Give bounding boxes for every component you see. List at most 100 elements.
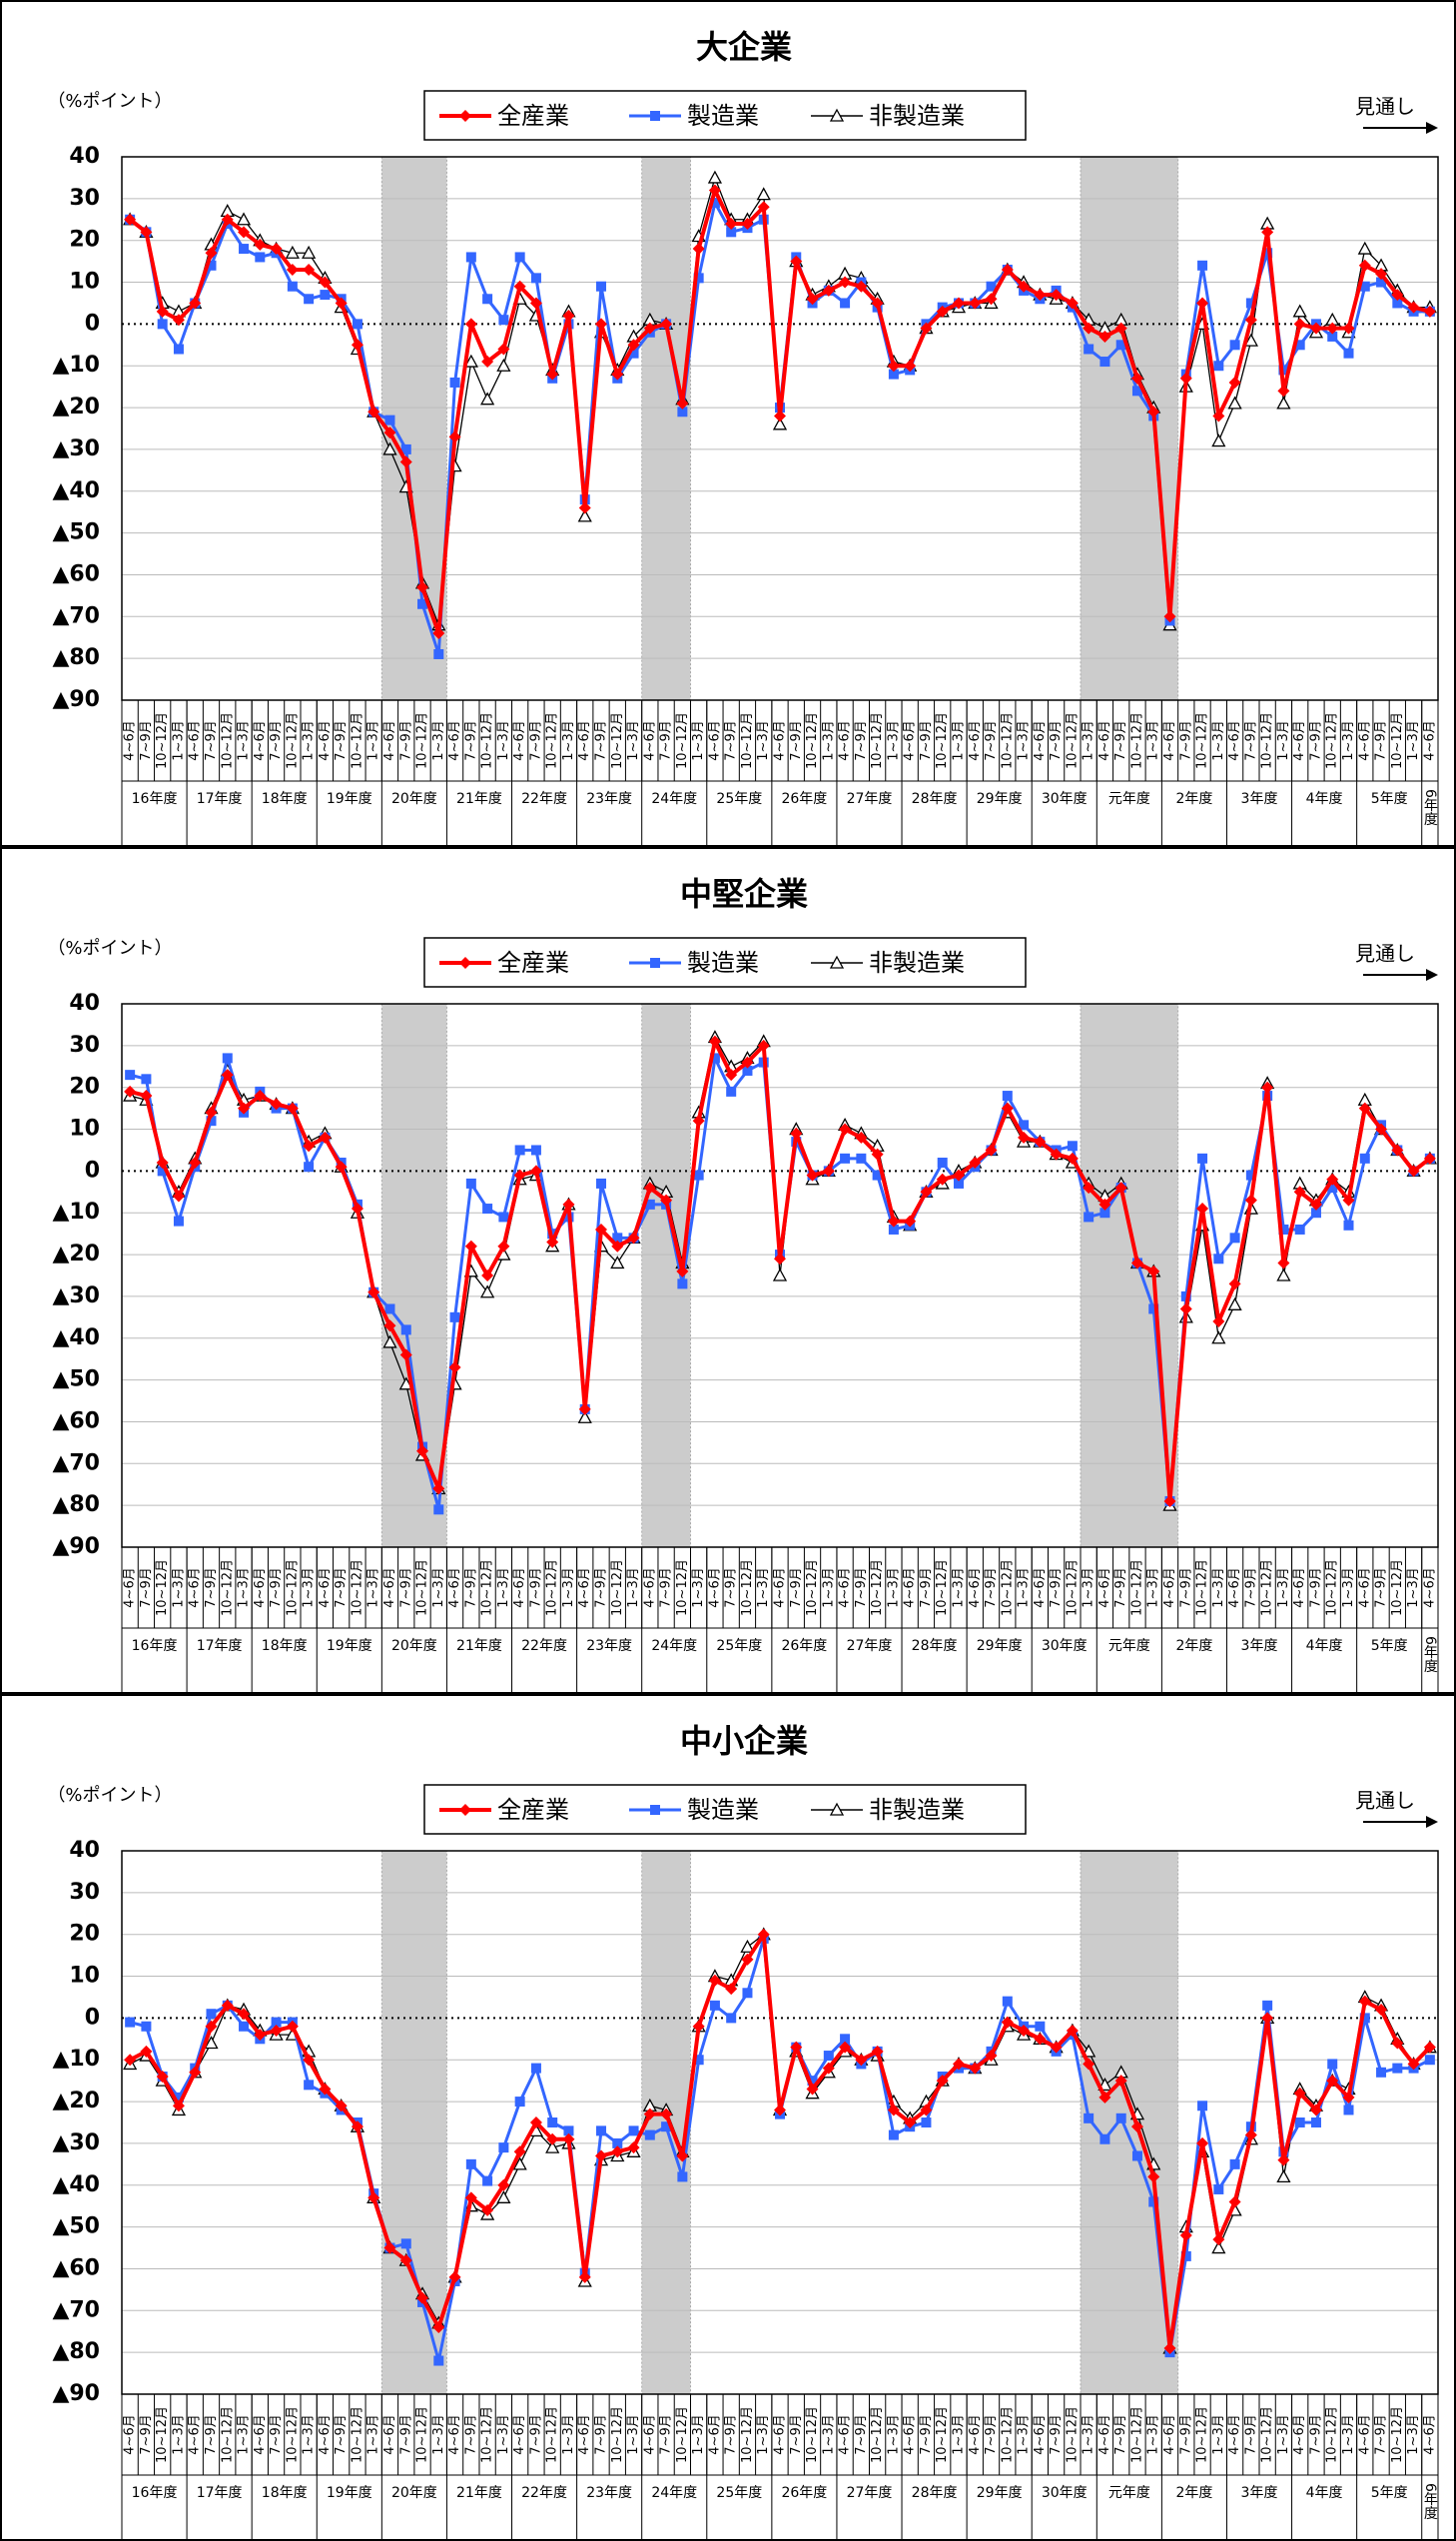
marker-diamond xyxy=(578,1402,591,1415)
x-tick-label: 4~6月 xyxy=(447,2414,462,2454)
marker-diamond xyxy=(1293,1186,1306,1199)
x-tick-label: 10~12月 xyxy=(1129,2406,1144,2463)
x-tick-label: 10~12月 xyxy=(675,712,690,769)
group-label: 25年度 xyxy=(716,1638,762,1654)
x-tick-label: 10~12月 xyxy=(155,712,170,769)
marker-diamond xyxy=(1277,385,1290,398)
x-tick-label: 7~9月 xyxy=(919,720,934,760)
x-tick-label: 1~3月 xyxy=(951,2414,966,2454)
marker-square xyxy=(304,2080,315,2091)
x-tick-label: 10~12月 xyxy=(1390,1559,1405,1616)
marker-diamond xyxy=(806,293,819,306)
marker-diamond xyxy=(676,1265,689,1277)
marker-diamond xyxy=(1147,2170,1160,2183)
y-tick-label: 0 xyxy=(85,1158,100,1183)
marker-diamond xyxy=(969,2062,982,2075)
marker-diamond xyxy=(497,2178,510,2191)
x-tick-label: 1~3月 xyxy=(1146,1567,1161,1607)
annotation-arrowhead xyxy=(1426,969,1438,981)
marker-diamond xyxy=(383,426,396,439)
legend-marker xyxy=(650,111,660,121)
marker-diamond xyxy=(611,2145,624,2158)
marker-diamond xyxy=(448,2270,461,2283)
marker-triangle xyxy=(512,2156,527,2170)
marker-triangle xyxy=(1276,1268,1291,1281)
marker-diamond xyxy=(1391,2037,1404,2050)
series-line xyxy=(129,1932,1432,2350)
marker-triangle xyxy=(302,245,317,259)
x-tick-label: 4~6月 xyxy=(773,720,788,760)
x-tick-label: 1~3月 xyxy=(691,2414,706,2454)
marker-square xyxy=(400,2238,411,2249)
marker-diamond xyxy=(529,1165,542,1178)
x-tick-label: 10~12月 xyxy=(805,1559,820,1616)
group-label: 20年度 xyxy=(391,1638,437,1654)
marker-triangle xyxy=(480,1284,495,1298)
x-tick-label: 7~9月 xyxy=(854,720,869,760)
marker-diamond xyxy=(725,1983,738,1996)
marker-square xyxy=(1035,2021,1046,2032)
marker-square xyxy=(482,294,493,305)
group-label: 2年度 xyxy=(1175,1638,1212,1654)
x-tick-label: 7~9月 xyxy=(1049,720,1064,760)
marker-diamond xyxy=(578,501,591,514)
x-tick-label: 10~12月 xyxy=(1129,712,1144,769)
marker-square xyxy=(239,244,250,255)
x-tick-label: 10~12月 xyxy=(220,712,235,769)
marker-diamond xyxy=(464,1240,477,1253)
x-tick-label: 1~3月 xyxy=(951,1567,966,1607)
marker-square xyxy=(141,2021,152,2032)
marker-diamond xyxy=(351,339,364,352)
marker-triangle xyxy=(707,170,723,184)
marker-square xyxy=(320,290,331,301)
marker-diamond xyxy=(254,238,267,251)
marker-diamond xyxy=(708,1974,721,1987)
group-label: 29年度 xyxy=(977,1638,1023,1654)
group-label: 28年度 xyxy=(912,2485,958,2501)
marker-diamond xyxy=(969,1157,982,1170)
group-label: 16年度 xyxy=(132,2485,178,2501)
x-tick-label: 7~9月 xyxy=(659,720,674,760)
y-tick-label: ▲70 xyxy=(52,2297,100,2322)
marker-diamond xyxy=(822,1165,835,1178)
y-tick-label: ▲50 xyxy=(52,520,100,545)
marker-square xyxy=(417,598,428,609)
marker-triangle xyxy=(577,1409,592,1423)
y-tick-label: ▲90 xyxy=(52,2381,100,2406)
marker-diamond xyxy=(790,1127,803,1140)
marker-diamond xyxy=(790,255,803,268)
x-tick-label: 1~3月 xyxy=(366,2414,381,2454)
marker-diamond xyxy=(692,243,705,256)
x-tick-label: 1~3月 xyxy=(1017,720,1032,760)
x-tick-label: 1~3月 xyxy=(1276,2414,1291,2454)
x-tick-label: 1~3月 xyxy=(237,2414,252,2454)
marker-diamond xyxy=(952,1169,965,1182)
marker-diamond xyxy=(1083,2058,1095,2071)
marker-diamond xyxy=(708,1035,721,1048)
marker-diamond xyxy=(1179,2228,1192,2241)
marker-triangle xyxy=(1292,304,1307,318)
x-tick-label: 7~9月 xyxy=(398,1567,413,1607)
group-label: 21年度 xyxy=(456,2485,502,2501)
x-tick-label: 4~6月 xyxy=(382,720,397,760)
marker-square xyxy=(1115,2113,1126,2123)
marker-diamond xyxy=(1034,1136,1047,1149)
x-tick-label: 1~3月 xyxy=(626,1567,641,1607)
group-label: 6年度 xyxy=(1422,2483,1438,2520)
marker-triangle xyxy=(236,212,252,226)
legend-box xyxy=(423,1784,1027,1835)
marker-square xyxy=(1310,2118,1321,2127)
x-tick-label: 1~3月 xyxy=(171,720,186,760)
marker-square xyxy=(1294,2118,1305,2127)
group-label: 24年度 xyxy=(651,791,697,807)
marker-square xyxy=(1294,340,1305,351)
marker-diamond xyxy=(1261,2012,1274,2025)
marker-square xyxy=(677,1278,688,1289)
marker-square xyxy=(239,2021,250,2032)
y-tick-label: ▲20 xyxy=(52,2089,100,2114)
x-tick-label: 1~3月 xyxy=(171,1567,186,1607)
marker-diamond xyxy=(806,1169,819,1182)
x-tick-label: 10~12月 xyxy=(285,2406,300,2463)
marker-triangle xyxy=(496,358,511,372)
x-tick-label: 4~6月 xyxy=(447,720,462,760)
